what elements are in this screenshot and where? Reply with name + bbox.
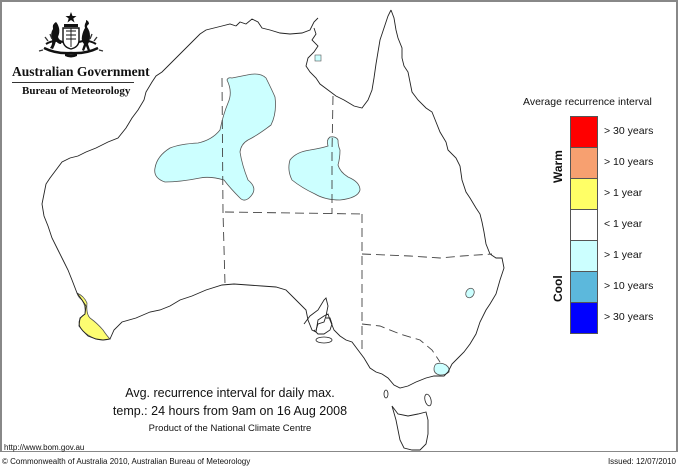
cool-axis-label: Cool bbox=[551, 275, 565, 302]
legend-title: Average recurrence interval bbox=[523, 96, 652, 108]
legend-label: > 30 years bbox=[604, 125, 654, 137]
legend-color-scale bbox=[570, 116, 598, 334]
spencer-gulf-coast bbox=[303, 297, 333, 335]
bureau-name: Bureau of Meteorology bbox=[22, 85, 131, 97]
northern-queensland-cool-region bbox=[288, 136, 361, 201]
map-title-line1: Avg. recurrence interval for daily max. bbox=[125, 386, 335, 400]
australia-map bbox=[41, 9, 505, 451]
legend-swatch-cool-10 bbox=[570, 271, 598, 302]
product-credit: Product of the National Climate Centre bbox=[148, 423, 312, 434]
flinders-island bbox=[424, 393, 432, 407]
state-borders bbox=[221, 77, 493, 363]
logo-divider bbox=[12, 82, 134, 83]
map-frame bbox=[0, 0, 678, 452]
central-northern-cool-region bbox=[154, 73, 276, 201]
gulf-island-cool-spot bbox=[314, 54, 322, 62]
warm-axis-label: Warm bbox=[551, 150, 565, 183]
legend-label: > 10 years bbox=[604, 280, 654, 292]
coastline bbox=[41, 9, 505, 389]
bom-website-link[interactable]: http://www.bom.gov.au bbox=[4, 443, 85, 452]
legend-label: > 30 years bbox=[604, 311, 654, 323]
coat-of-arms-icon bbox=[38, 12, 104, 58]
legend-label: < 1 year bbox=[604, 218, 643, 230]
legend-swatch-normal bbox=[570, 209, 598, 240]
bom-logo: Australian Government Bureau of Meteorol… bbox=[8, 8, 150, 97]
legend-swatch-cool-30 bbox=[570, 302, 598, 334]
legend-swatch-warm-30 bbox=[570, 116, 598, 147]
nsw-cool-spot bbox=[465, 287, 475, 299]
tasmania-coastline bbox=[391, 405, 429, 451]
legend-swatch-warm-1 bbox=[570, 178, 598, 209]
issued-date: Issued: 12/07/2010 bbox=[607, 457, 676, 466]
king-island bbox=[383, 389, 389, 399]
legend-label: > 1 year bbox=[604, 249, 643, 261]
legend-swatch-cool-1 bbox=[570, 240, 598, 271]
legend-label: > 1 year bbox=[604, 187, 643, 199]
legend-label: > 10 years bbox=[604, 156, 654, 168]
copyright-notice: © Commonwealth of Australia 2010, Austra… bbox=[2, 457, 251, 466]
map-title-line2: temp.: 24 hours from 9am on 16 Aug 2008 bbox=[112, 404, 348, 418]
legend-swatch-warm-10 bbox=[570, 147, 598, 178]
kangaroo-island bbox=[315, 336, 333, 344]
government-name: Australian Government bbox=[12, 64, 150, 79]
